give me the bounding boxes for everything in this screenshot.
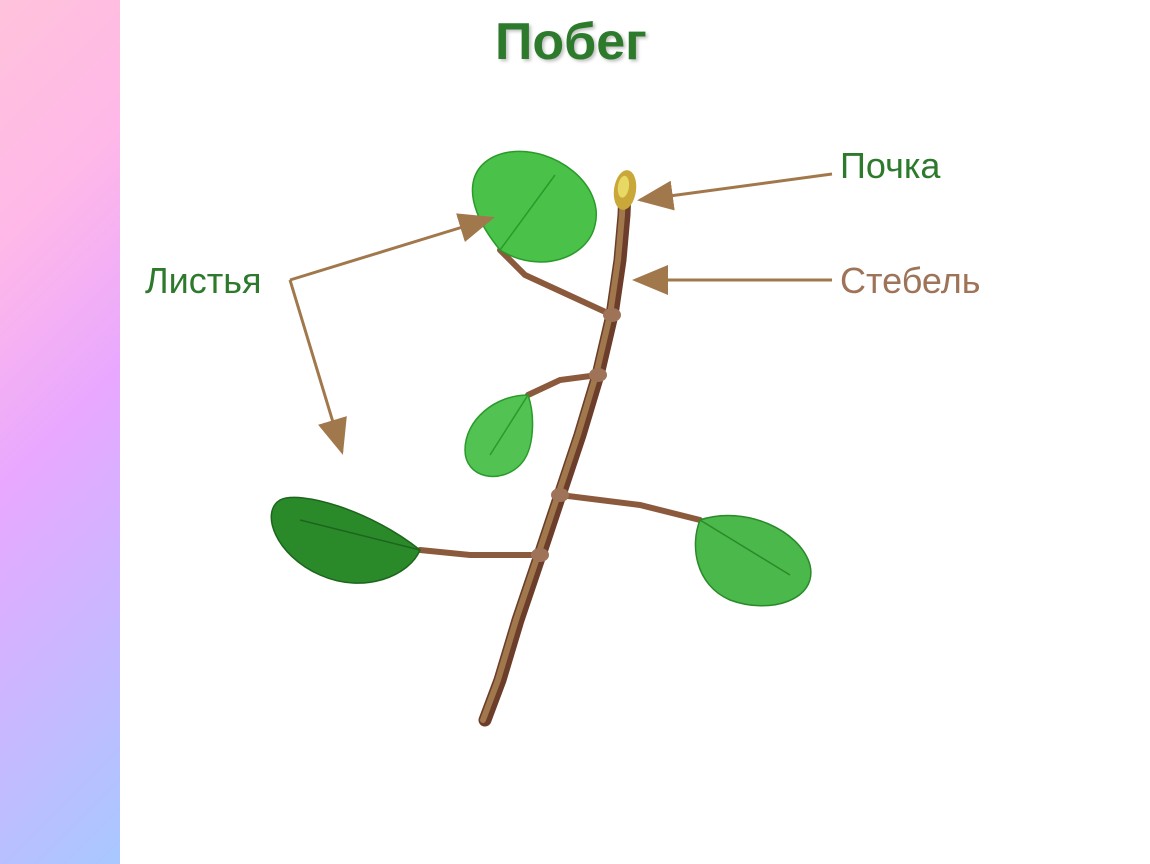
- arrow-bud: [640, 174, 832, 200]
- branch-0: [420, 550, 540, 555]
- stem-main: [485, 190, 625, 720]
- leaf-lower-right: [695, 516, 810, 606]
- label-bud: Почка: [840, 145, 940, 187]
- node-2: [589, 368, 607, 382]
- page-title: Побег: [495, 12, 647, 72]
- stem-main-highlight: [483, 190, 623, 720]
- diagram-svg: [0, 0, 1150, 864]
- branches-group: [420, 250, 700, 555]
- leaf-vein-lower-right: [700, 520, 790, 575]
- node-3: [603, 308, 621, 322]
- branch-2: [528, 375, 598, 395]
- leaf-lower-left: [271, 497, 420, 583]
- bud: [611, 169, 638, 212]
- label-leaves: Листья: [145, 260, 261, 302]
- arrow-leaf2: [290, 280, 342, 452]
- arrows-group: [290, 174, 832, 452]
- leaf-mid-left-small: [465, 395, 533, 476]
- bud-inner: [616, 175, 630, 198]
- arrow-leaf1: [290, 218, 492, 280]
- leaf-vein-upper-left: [500, 175, 555, 250]
- leaf-upper-left: [472, 151, 596, 262]
- branch-3: [500, 250, 612, 315]
- leaf-vein-mid-left-small: [490, 395, 528, 455]
- gradient-sidebar: [0, 0, 120, 864]
- label-stem: Стебель: [840, 260, 981, 302]
- leaf-vein-lower-left: [300, 520, 420, 550]
- node-0: [531, 548, 549, 562]
- branch-1: [560, 495, 700, 520]
- plant-stem: [483, 190, 625, 720]
- leaves-group: [271, 151, 811, 605]
- nodes-group: [531, 308, 621, 562]
- bud-outer: [611, 169, 638, 212]
- node-1: [551, 488, 569, 502]
